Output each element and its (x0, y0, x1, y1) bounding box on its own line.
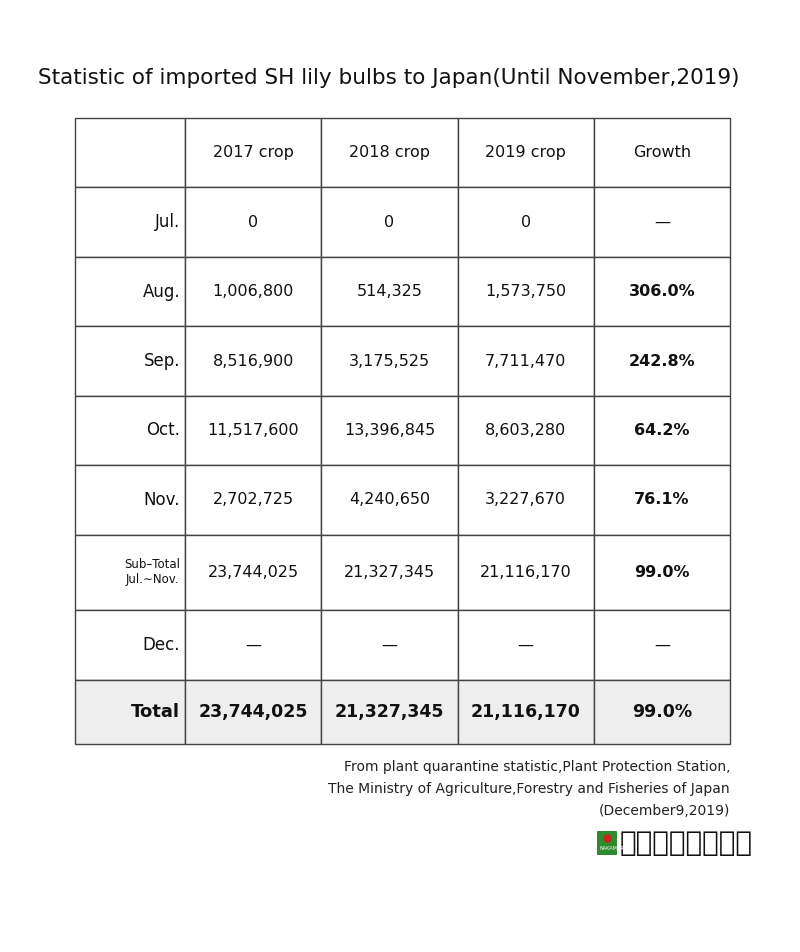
Text: 2,702,725: 2,702,725 (213, 492, 294, 507)
Bar (322, 327, 458, 396)
Text: 21,116,170: 21,116,170 (470, 703, 581, 721)
Bar (322, 257, 458, 327)
Bar (75, 327, 185, 396)
Bar (458, 396, 594, 466)
Bar (458, 610, 594, 680)
Bar (594, 396, 730, 466)
Bar (185, 396, 322, 466)
Text: 99.0%: 99.0% (632, 703, 692, 721)
Text: 8,516,900: 8,516,900 (213, 353, 294, 368)
Bar (458, 257, 594, 327)
Text: —: — (518, 638, 534, 652)
Bar (322, 188, 458, 257)
Text: 23,744,025: 23,744,025 (207, 565, 298, 580)
Text: 242.8%: 242.8% (629, 353, 695, 368)
Bar (185, 327, 322, 396)
Text: —: — (654, 214, 670, 229)
Bar (322, 535, 458, 610)
Bar (75, 257, 185, 327)
Text: 21,327,345: 21,327,345 (334, 703, 444, 721)
Bar (458, 680, 594, 744)
Text: Dec.: Dec. (142, 636, 180, 654)
Text: 13,396,845: 13,396,845 (344, 423, 435, 438)
Bar (185, 535, 322, 610)
Bar (458, 188, 594, 257)
Text: Jul.: Jul. (154, 213, 180, 231)
Text: Aug.: Aug. (142, 283, 180, 301)
Text: 514,325: 514,325 (357, 284, 422, 299)
Bar (75, 610, 185, 680)
Text: Growth: Growth (633, 146, 691, 160)
Bar (185, 257, 322, 327)
Bar (75, 535, 185, 610)
Text: 21,327,345: 21,327,345 (344, 565, 435, 580)
FancyBboxPatch shape (597, 831, 617, 855)
Bar (322, 680, 458, 744)
Text: NAKAMURA: NAKAMURA (600, 845, 628, 850)
Text: 3,175,525: 3,175,525 (349, 353, 430, 368)
Text: 306.0%: 306.0% (629, 284, 695, 299)
Text: 0: 0 (248, 214, 258, 229)
Bar (458, 466, 594, 535)
Bar (185, 610, 322, 680)
Text: Total: Total (131, 703, 180, 721)
Bar (594, 680, 730, 744)
Bar (322, 396, 458, 466)
Text: 株式会社中村農園: 株式会社中村農園 (620, 829, 753, 857)
Bar (458, 535, 594, 610)
Text: 1,573,750: 1,573,750 (485, 284, 566, 299)
Text: 1,006,800: 1,006,800 (213, 284, 294, 299)
Bar (75, 680, 185, 744)
Bar (185, 680, 322, 744)
Bar (75, 118, 185, 188)
Text: 0: 0 (521, 214, 530, 229)
Text: 23,744,025: 23,744,025 (198, 703, 308, 721)
Bar (594, 610, 730, 680)
Bar (322, 610, 458, 680)
Text: Oct.: Oct. (146, 422, 180, 440)
Bar (322, 466, 458, 535)
Bar (75, 188, 185, 257)
Bar (185, 466, 322, 535)
Bar (594, 466, 730, 535)
Bar (75, 396, 185, 466)
Bar (594, 535, 730, 610)
Text: 8,603,280: 8,603,280 (485, 423, 566, 438)
Bar (594, 327, 730, 396)
Bar (594, 188, 730, 257)
Bar (185, 188, 322, 257)
Text: Sep.: Sep. (143, 352, 180, 370)
Text: 76.1%: 76.1% (634, 492, 690, 507)
Text: 99.0%: 99.0% (634, 565, 690, 580)
Text: 64.2%: 64.2% (634, 423, 690, 438)
Text: 2018 crop: 2018 crop (349, 146, 430, 160)
Bar (458, 118, 594, 188)
Text: Sub–Total
Jul.∼Nov.: Sub–Total Jul.∼Nov. (124, 559, 180, 586)
Text: —: — (654, 638, 670, 652)
Text: Statistic of imported SH lily bulbs to Japan(Until November,2019): Statistic of imported SH lily bulbs to J… (38, 68, 739, 88)
Text: 0: 0 (384, 214, 394, 229)
Text: —: — (245, 638, 261, 652)
Text: 3,227,670: 3,227,670 (485, 492, 566, 507)
Bar (594, 118, 730, 188)
Text: The Ministry of Agriculture,Forestry and Fisheries of Japan: The Ministry of Agriculture,Forestry and… (328, 782, 730, 796)
Bar (75, 466, 185, 535)
Text: 21,116,170: 21,116,170 (480, 565, 571, 580)
Text: (December9,2019): (December9,2019) (598, 804, 730, 818)
Text: Nov.: Nov. (143, 491, 180, 509)
Text: From plant quarantine statistic,Plant Protection Station,: From plant quarantine statistic,Plant Pr… (343, 760, 730, 774)
Text: 2019 crop: 2019 crop (486, 146, 566, 160)
Text: 2017 crop: 2017 crop (213, 146, 294, 160)
Bar (322, 118, 458, 188)
Bar (185, 118, 322, 188)
Bar (458, 327, 594, 396)
Text: 4,240,650: 4,240,650 (349, 492, 430, 507)
Text: 7,711,470: 7,711,470 (485, 353, 566, 368)
Text: 11,517,600: 11,517,600 (207, 423, 299, 438)
Bar (594, 257, 730, 327)
Text: —: — (382, 638, 398, 652)
